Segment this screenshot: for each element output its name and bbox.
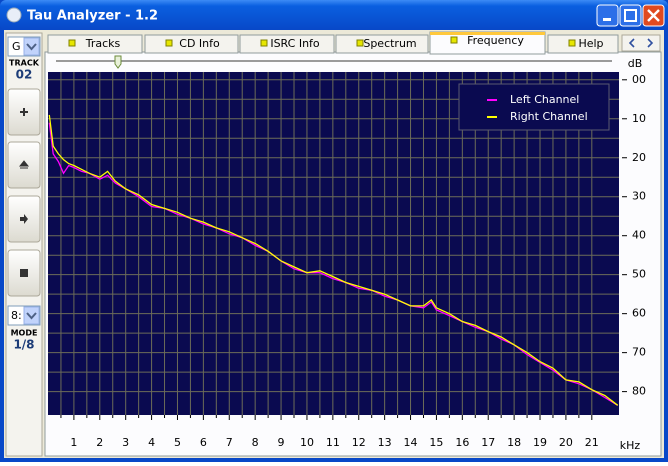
x-tick-label: 10 bbox=[300, 436, 314, 449]
app-icon bbox=[6, 7, 22, 23]
mode-arrow bbox=[23, 306, 40, 325]
tab-label: ISRC Info bbox=[270, 37, 320, 50]
tab-scroll[interactable] bbox=[621, 34, 661, 52]
y-tick-label: 00 bbox=[632, 73, 646, 86]
y-tick-label: 30 bbox=[632, 190, 646, 203]
tab-icon bbox=[165, 39, 173, 47]
maximize-icon bbox=[624, 9, 637, 22]
tab-icon bbox=[260, 39, 268, 47]
x-tick-label: 15 bbox=[429, 436, 443, 449]
x-tick-label: 13 bbox=[378, 436, 392, 449]
window-buttons bbox=[596, 4, 665, 27]
legend-label: Right Channel bbox=[510, 110, 588, 123]
tab[interactable] bbox=[547, 34, 619, 54]
transport-buttons bbox=[7, 88, 41, 297]
y-tick-label: 10 bbox=[632, 112, 646, 125]
tab-label: Help bbox=[578, 37, 603, 50]
eject-icon bbox=[18, 160, 30, 169]
x-tick-label: 4 bbox=[148, 436, 155, 449]
tab-icon bbox=[568, 39, 576, 47]
legend: Left Channel Right Channel bbox=[458, 83, 610, 131]
x-tick-label: 9 bbox=[278, 436, 285, 449]
y-tick-label: 40 bbox=[632, 229, 646, 242]
drive-value: G bbox=[12, 40, 21, 53]
x-tick-label: 5 bbox=[174, 436, 181, 449]
track-number: 02 bbox=[16, 68, 33, 82]
title-bar bbox=[0, 0, 668, 30]
x-tick-label: 17 bbox=[481, 436, 495, 449]
tab-highlight bbox=[430, 32, 545, 35]
x-tick-label: 1 bbox=[70, 436, 77, 449]
add-icon bbox=[20, 108, 28, 116]
x-tick-label: 12 bbox=[352, 436, 366, 449]
window-title: Tau Analyzer - 1.2 bbox=[27, 9, 158, 24]
y-axis-label: dB bbox=[628, 57, 643, 70]
x-tick-label: 2 bbox=[96, 436, 103, 449]
play-icon bbox=[20, 214, 28, 224]
x-tick-label: 19 bbox=[533, 436, 547, 449]
y-tick-label: 80 bbox=[632, 385, 646, 398]
x-tick-label: 14 bbox=[404, 436, 418, 449]
y-tick-label: 60 bbox=[632, 307, 646, 320]
mode-label: MODE bbox=[11, 329, 38, 338]
mode-value: 1/8 bbox=[13, 338, 34, 352]
y-tick-label: 50 bbox=[632, 268, 646, 281]
x-tick-label: 3 bbox=[122, 436, 129, 449]
series-line bbox=[48, 114, 619, 406]
tab-label: Spectrum bbox=[363, 37, 416, 50]
x-tick-label: 8 bbox=[252, 436, 259, 449]
x-tick-label: 6 bbox=[200, 436, 207, 449]
minimize-icon bbox=[603, 18, 611, 21]
x-axis-label: kHz bbox=[620, 439, 641, 452]
drive-arrow-icon bbox=[26, 43, 37, 51]
track-label: TRACK bbox=[9, 59, 40, 68]
minimize-button[interactable] bbox=[596, 4, 619, 27]
stop-icon bbox=[20, 269, 28, 277]
tab-icon bbox=[356, 39, 364, 47]
legend-box bbox=[458, 83, 610, 131]
legend-label: Left Channel bbox=[510, 93, 579, 106]
x-tick-label: 21 bbox=[585, 436, 599, 449]
tab-label: Frequency bbox=[467, 34, 524, 47]
tab-strip: Tracks CD Info ISRC Info Spectrum Frequency H… bbox=[47, 31, 619, 55]
tab-icon bbox=[450, 36, 458, 44]
drive-arrow bbox=[23, 37, 40, 56]
mode-select-value: 8: bbox=[11, 309, 22, 322]
tab-label: Tracks bbox=[85, 37, 121, 50]
x-tick-label: 18 bbox=[507, 436, 521, 449]
close-icon bbox=[647, 9, 660, 22]
tab-label: CD Info bbox=[179, 37, 220, 50]
y-tick-label: 70 bbox=[632, 346, 646, 359]
tab-scroll-arrows bbox=[628, 38, 654, 48]
mode-arrow-icon bbox=[26, 312, 37, 320]
tab-icon bbox=[68, 39, 76, 47]
slider-thumb[interactable] bbox=[114, 55, 122, 69]
x-tick-label: 16 bbox=[455, 436, 469, 449]
maximize-button[interactable] bbox=[619, 4, 642, 27]
y-tick-label: 20 bbox=[632, 151, 646, 164]
x-tick-label: 20 bbox=[559, 436, 573, 449]
x-tick-label: 11 bbox=[326, 436, 340, 449]
x-tick-label: 7 bbox=[226, 436, 233, 449]
